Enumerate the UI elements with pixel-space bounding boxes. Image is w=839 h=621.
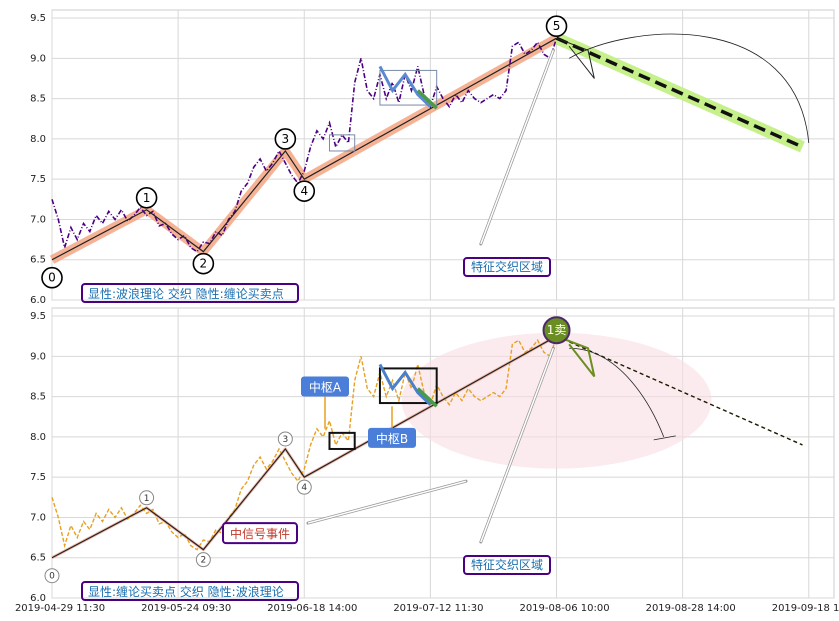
annotation-box-text: 特征交织区域 (471, 259, 543, 274)
forecast-arc-bar (653, 435, 676, 441)
zhongshu-b-box (379, 69, 438, 106)
annotation-box-frame (463, 257, 551, 277)
wave-point-marker (296, 479, 312, 495)
sell-point-label: 1卖 (547, 323, 567, 337)
x-tick-label: 2019-06-18 14:00 (267, 603, 357, 614)
wave-point-label: 1 (143, 191, 151, 205)
y-tick-label: 6.0 (30, 295, 46, 306)
wave-point-label: 2 (200, 257, 208, 271)
wave-point-label: 3 (282, 435, 288, 445)
zhongshu-b-exit (416, 387, 438, 408)
wave-point-label: 5 (553, 19, 561, 33)
top-triangle (556, 335, 596, 378)
wave-point-marker (293, 180, 316, 202)
wave-line (51, 335, 557, 559)
wave-point-marker (139, 490, 155, 506)
x-tick-label: 2019-07-12 11:30 (393, 603, 483, 614)
y-tick-label: 9.0 (30, 53, 46, 64)
wave-point-label: 2 (200, 556, 206, 566)
y-tick-label: 9.0 (30, 351, 46, 362)
y-tick-label: 8.5 (30, 94, 46, 105)
y-tick-label: 9.5 (30, 311, 46, 322)
zhongshu-b-exit (416, 89, 438, 110)
x-axis: 2019-04-29 11:30 2019-05-24 09:30 2019-06-… (15, 603, 839, 614)
legend-box-frame (81, 581, 299, 601)
signal-event-frame (222, 522, 298, 545)
wave-point-label: 0 (48, 271, 56, 285)
zhongshu-a-badge (301, 376, 349, 397)
annotation-box: 特征交织区域 (463, 257, 551, 277)
interleave-zone (401, 332, 712, 469)
bottom-panel: 6.0 6.5 7.0 7.5 8.0 8.5 9.0 9.5 0 1 2 3 4 1卖显性:缠论买卖点 … (30, 307, 835, 604)
legend-box-text: 显性:波浪理论 交织 隐性:缠论买卖点 (88, 286, 284, 301)
y-tick-label: 6.5 (30, 255, 46, 266)
price-series-line (51, 37, 558, 253)
x-tick-label: 2019-08-06 10:00 (519, 603, 609, 614)
wave-point-marker (135, 186, 158, 209)
zhongshu-b-zigzag (378, 65, 432, 108)
wave-point-marker (545, 15, 568, 37)
plot-frame (51, 307, 835, 599)
zhongshu-b-badge (368, 427, 416, 448)
y-tick-label: 6.5 (30, 553, 46, 564)
zhongshu-b-label: 中枢B (376, 431, 408, 446)
wave-point-marker (195, 552, 211, 568)
wave-line (51, 37, 557, 261)
projection-line (555, 36, 804, 149)
zhongshu-b-zigzag (378, 363, 432, 406)
y-tick-label: 7.5 (30, 472, 46, 483)
zhongshu-a-box (328, 134, 356, 152)
zhongshu-a-box (328, 431, 356, 450)
wave-point-marker (44, 568, 60, 584)
wave-point-marker (41, 266, 63, 289)
wave-point-label: 0 (49, 572, 55, 582)
forecast-arc (569, 347, 665, 438)
plot-frame (51, 9, 835, 301)
top-triangle (556, 37, 595, 79)
forecast-arc (568, 33, 810, 143)
wave-point-label: 3 (282, 132, 290, 146)
y-tick-label: 7.0 (30, 512, 46, 523)
wave-point-marker (277, 431, 293, 447)
x-tick-label: 2019-04-29 11:30 (15, 603, 105, 614)
annotation-arrow-inner (480, 50, 555, 245)
annotation-box: 特征交织区域 (463, 555, 551, 575)
legend-box-frame (81, 283, 299, 303)
wave-point-label: 4 (301, 483, 307, 493)
sell-point-badge (542, 316, 571, 345)
zhongshu-a-label: 中枢A (309, 380, 342, 395)
top-panel: 6.0 6.5 7.0 7.5 8.0 8.5 9.0 9.5 0 1 2 3 4 5 显性:波浪理论 交织… (30, 9, 835, 306)
x-tick-label: 2019-09-18 15:00 (772, 603, 839, 614)
y-tick-label: 6.0 (30, 593, 46, 604)
y-tick-label: 7.5 (30, 174, 46, 185)
signal-arrow-inner (307, 480, 467, 524)
legend-box: 显性:缠论买卖点 交织 隐性:波浪理论 (81, 581, 299, 601)
legend-box-text: 显性:缠论买卖点 交织 隐性:波浪理论 (88, 584, 284, 599)
zhongshu-b-box (378, 367, 438, 405)
signal-event-label: 中信号事件 (230, 526, 290, 541)
x-tick-label: 2019-08-28 14:00 (646, 603, 736, 614)
wave-point-label: 4 (300, 184, 308, 198)
wave-point-marker (274, 128, 297, 150)
y-tick-label: 7.0 (30, 214, 46, 225)
wave-point-label: 1 (144, 494, 150, 504)
price-series-line (51, 335, 558, 551)
y-tick-label: 8.5 (30, 392, 46, 403)
annotation-arrow-inner (480, 348, 555, 543)
annotation-box-text: 特征交织区域 (471, 557, 543, 572)
y-tick-label: 9.5 (30, 13, 46, 24)
wave-point-marker (192, 252, 215, 275)
y-tick-label: 8.0 (30, 134, 46, 145)
legend-box: 显性:波浪理论 交织 隐性:缠论买卖点 (81, 283, 299, 303)
x-tick-label: 2019-05-24 09:30 (141, 603, 231, 614)
annotation-box-frame (463, 555, 551, 575)
y-tick-label: 8.0 (30, 432, 46, 443)
